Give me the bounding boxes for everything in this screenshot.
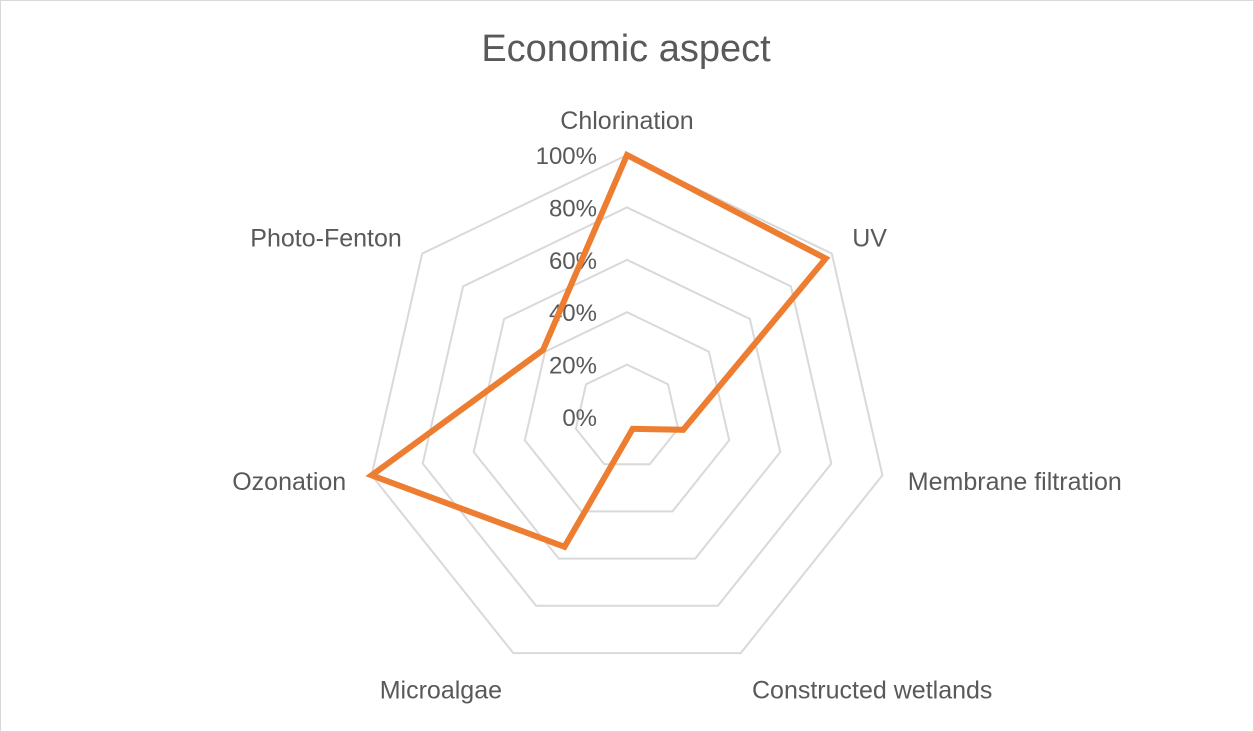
grid-layer: [370, 153, 884, 655]
tick-label-layer: 0%20%40%60%80%100%: [536, 143, 597, 432]
grid-ring: [370, 153, 884, 655]
grid-ring: [574, 363, 680, 466]
tick-label: 60%: [549, 248, 597, 275]
grid-ring: [472, 258, 782, 560]
category-label: Chlorination: [560, 107, 693, 135]
series-line: [365, 150, 831, 551]
chart-title: Economic aspect: [481, 28, 771, 70]
tick-label: 80%: [549, 195, 597, 222]
category-label: Constructed wetlands: [752, 677, 992, 705]
grid-ring: [421, 206, 833, 607]
category-label: UV: [852, 224, 887, 252]
category-label: Photo-Fenton: [250, 224, 402, 252]
category-label: Membrane filtration: [908, 468, 1122, 496]
category-label: Microalgae: [380, 677, 502, 705]
series-layer: [365, 150, 831, 551]
tick-label: 100%: [536, 143, 597, 170]
tick-label: 0%: [562, 405, 597, 432]
category-label: Ozonation: [232, 468, 346, 496]
tick-label: 20%: [549, 353, 597, 380]
category-label-layer: Chlorination UV Membrane filtration Constru…: [232, 107, 1122, 705]
grid-ring: [523, 311, 731, 513]
